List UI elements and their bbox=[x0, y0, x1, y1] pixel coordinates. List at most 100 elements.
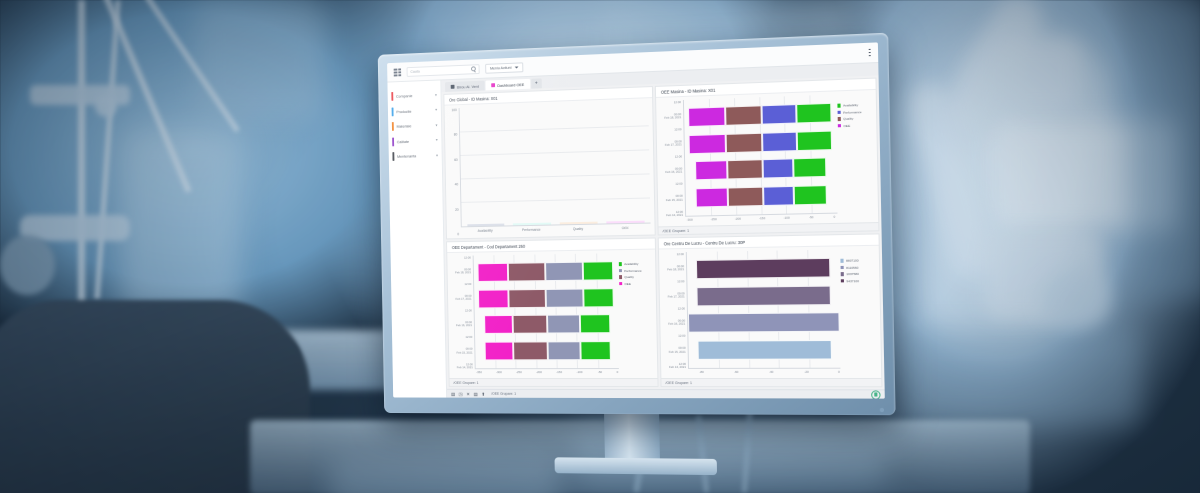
x-tick: -350 bbox=[476, 370, 482, 375]
chart-oee-masina[interactable]: 12:00 00:00 Feb 18, 2021 12:00 00:00 Feb 1… bbox=[660, 93, 874, 224]
search-input[interactable]: Cauta bbox=[406, 63, 480, 77]
bar-column[interactable]: 80 bbox=[467, 223, 505, 230]
sidebar-item-companie[interactable]: Companie bbox=[391, 90, 437, 101]
table-icon[interactable]: ▤ bbox=[451, 391, 456, 397]
legend-swatch bbox=[837, 117, 842, 121]
stacked-bar-row[interactable] bbox=[478, 287, 617, 309]
filter-icon[interactable]: ✕ bbox=[466, 391, 470, 397]
chevron-down-icon[interactable] bbox=[435, 123, 438, 126]
rows-container: 12:00 00:00 Feb 18, 2021 12:00 00:00 Feb 1… bbox=[660, 94, 838, 218]
legend-swatch bbox=[840, 272, 845, 276]
stacked-bar-row[interactable] bbox=[485, 340, 619, 361]
y-tick: 12:00 bbox=[675, 181, 683, 187]
y-tick: 12:00 bbox=[464, 308, 472, 313]
search-icon[interactable] bbox=[471, 66, 476, 72]
bar-8807100 bbox=[697, 339, 832, 360]
monitor-stand-base bbox=[554, 457, 718, 476]
sidebar-item-materiale[interactable]: Materiale bbox=[391, 121, 438, 131]
y-tick: 12:00 bbox=[463, 255, 471, 260]
bar-oee[interactable]: 95.2 bbox=[606, 220, 645, 228]
legend-item[interactable]: Availability bbox=[618, 262, 652, 266]
bars-container: 80 79.0 bbox=[458, 101, 651, 230]
list-icon[interactable]: ▤ bbox=[473, 391, 478, 397]
menu-action-dropdown[interactable]: Meniu Actiuni bbox=[485, 61, 523, 74]
chart-oee-departament[interactable]: 12:00 00:00 Feb 18, 2021 12:00 00:00 Feb 1… bbox=[451, 253, 653, 376]
legend-item[interactable]: Performance bbox=[618, 268, 652, 273]
bar-row[interactable] bbox=[695, 258, 839, 280]
legend-label: Quality bbox=[624, 274, 634, 280]
bar-quality[interactable]: 68.0 bbox=[559, 221, 598, 229]
stacked-bar-row[interactable] bbox=[484, 314, 619, 335]
legend-item[interactable]: Quality bbox=[837, 116, 872, 121]
y-tick: 00:00 Feb 17, 2021 bbox=[664, 139, 682, 148]
tab-label: Dashboard OEE bbox=[497, 81, 525, 88]
chevron-down-icon[interactable] bbox=[435, 139, 438, 142]
chevron-down-icon[interactable] bbox=[436, 154, 438, 157]
x-tick: -80 bbox=[699, 369, 704, 374]
stacked-bar-row[interactable] bbox=[688, 103, 836, 128]
x-tick: -150 bbox=[556, 370, 563, 375]
stacked-bar-row[interactable] bbox=[695, 184, 837, 208]
status-ok-icon[interactable] bbox=[871, 389, 881, 399]
dashboard-grid: Ore Global - ID Masina: X01 100 80 60 40 bbox=[441, 75, 884, 389]
stacked-bar-row[interactable] bbox=[689, 130, 836, 155]
y-tick: 12:00 bbox=[674, 154, 683, 159]
legend-item[interactable]: OEE bbox=[619, 281, 652, 286]
y-tick: 12:00 bbox=[465, 335, 473, 340]
legend-swatch bbox=[840, 279, 845, 283]
y-tick: 00:00 Feb 18, 2021 bbox=[664, 112, 682, 120]
legend-item[interactable]: Performance bbox=[837, 109, 872, 115]
y-tick: 00:00 Feb 18, 2021 bbox=[455, 267, 472, 275]
kebab-menu-icon[interactable] bbox=[868, 48, 871, 57]
y-tick: 00:00 Feb 17, 2021 bbox=[455, 293, 472, 302]
bar-availability[interactable]: 80 bbox=[467, 223, 505, 230]
segment-performance bbox=[761, 131, 798, 152]
bar-column[interactable]: 95.2 bbox=[606, 220, 645, 228]
y-tick: 12:00 bbox=[674, 127, 682, 132]
lab-stand-rod bbox=[78, 0, 85, 330]
legend-item[interactable]: Availability bbox=[837, 102, 871, 108]
search-placeholder: Cauta bbox=[410, 69, 420, 74]
sidebar-item-productie[interactable]: Productie bbox=[391, 105, 438, 116]
pin-icon[interactable]: ⬆ bbox=[481, 391, 486, 397]
legend-label: 8110560 bbox=[846, 265, 859, 270]
legend-item[interactable]: 1037580 bbox=[840, 271, 875, 277]
x-tick: -100 bbox=[783, 215, 790, 220]
legend-item[interactable]: 9437100 bbox=[840, 278, 875, 283]
bar-column[interactable]: 68.0 bbox=[559, 221, 598, 229]
chevron-down-icon[interactable] bbox=[434, 93, 437, 96]
plot-area: 80 79.0 bbox=[458, 101, 651, 236]
sidebar: Companie Productie Materiale bbox=[387, 80, 448, 398]
legend-item[interactable]: Quality bbox=[619, 275, 652, 279]
bar-row[interactable] bbox=[687, 312, 840, 333]
chart-ore-global[interactable]: 100 80 60 40 20 0 bbox=[448, 101, 651, 236]
add-tab-button[interactable]: + bbox=[530, 78, 542, 89]
chart-legend: 8807100 8110560 bbox=[840, 249, 877, 376]
legend-item[interactable]: OEE bbox=[837, 123, 872, 128]
segment-performance bbox=[546, 314, 581, 334]
chevron-down-icon[interactable] bbox=[435, 108, 438, 111]
sidebar-item-calitate[interactable]: Calitate bbox=[392, 136, 438, 146]
stacked-bar-row[interactable] bbox=[695, 157, 836, 181]
segment-oee bbox=[485, 341, 513, 361]
stacked-bar-row[interactable] bbox=[477, 261, 617, 283]
segment-oee bbox=[695, 187, 729, 208]
bar-row[interactable] bbox=[697, 339, 840, 360]
y-tick: 80 bbox=[453, 132, 458, 137]
bar-performance[interactable]: 79.0 bbox=[513, 222, 551, 229]
sidebar-item-label: Companie bbox=[395, 93, 413, 99]
legend-label: 1037580 bbox=[846, 271, 859, 277]
chart-ore-centru-lucru[interactable]: 12:00 00:00 Feb 18, 2021 12:00 00:00 Feb 1… bbox=[663, 249, 877, 376]
legend-item[interactable]: 8807100 bbox=[840, 258, 874, 263]
sidebar-item-mentenanta[interactable]: Mentenanta bbox=[392, 151, 438, 161]
bar-row[interactable] bbox=[696, 285, 839, 307]
bars-plot bbox=[682, 94, 838, 217]
chart-icon[interactable]: ◳ bbox=[458, 391, 463, 397]
panel-footer: /OEE Grupare: 1 bbox=[449, 378, 658, 387]
bar-column[interactable]: 79.0 bbox=[513, 222, 551, 229]
plot-area: 12:00 00:00 Feb 18, 2021 12:00 00:00 Feb 1… bbox=[451, 253, 619, 376]
x-tick: 0 bbox=[838, 369, 840, 374]
legend-swatch bbox=[837, 110, 842, 115]
legend-item[interactable]: 8110560 bbox=[840, 265, 875, 270]
grid-menu-icon[interactable] bbox=[393, 67, 402, 76]
